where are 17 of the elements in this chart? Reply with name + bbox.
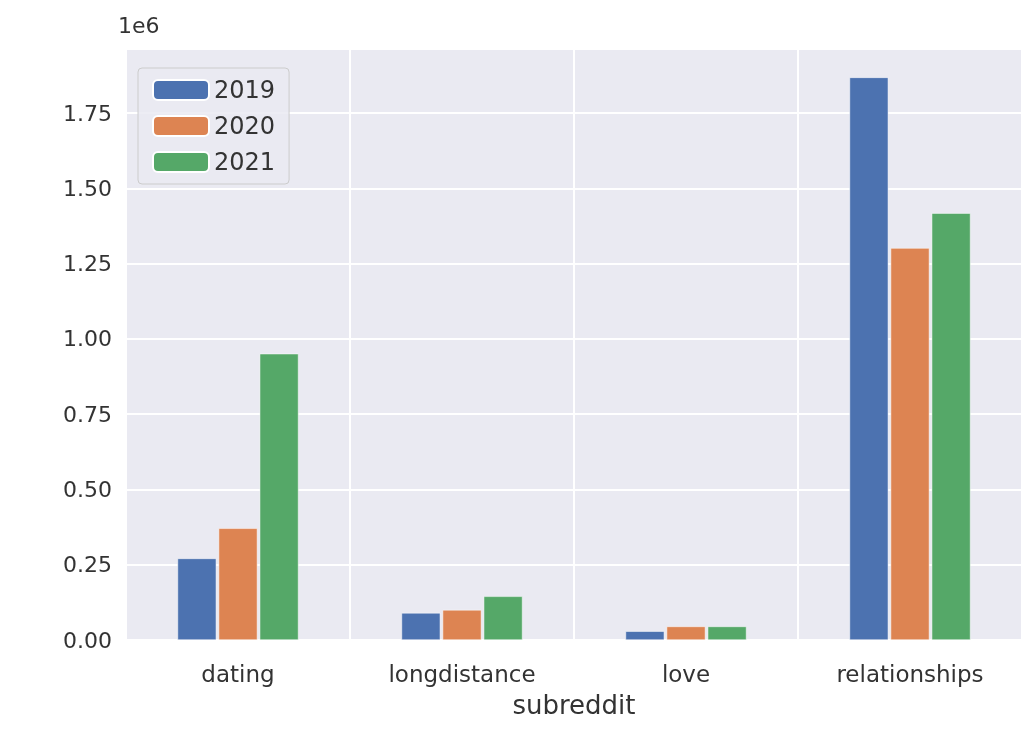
y-tick-label: 0.00	[63, 627, 112, 653]
legend-label: 2019	[214, 76, 276, 104]
y-tick-label: 1.25	[63, 251, 112, 277]
y-tick-label: 1.50	[63, 175, 112, 201]
legend-label: 2021	[214, 148, 276, 176]
x-tick-label: love	[661, 660, 711, 687]
x-axis-title: subreddit	[512, 690, 636, 720]
y-tick-label: 0.25	[63, 552, 112, 578]
y-tick-label: 1.00	[63, 326, 112, 352]
legend-label: 2020	[214, 112, 276, 140]
y-tick-label: 0.75	[63, 401, 112, 427]
x-tick-label: relationships	[836, 660, 984, 687]
y-tick-label: 1.75	[63, 100, 112, 126]
x-tick-label: dating	[201, 660, 275, 687]
text: 1e6	[118, 12, 160, 38]
y-tick-label: 0.50	[63, 476, 112, 502]
x-tick-label: longdistance	[388, 660, 536, 687]
